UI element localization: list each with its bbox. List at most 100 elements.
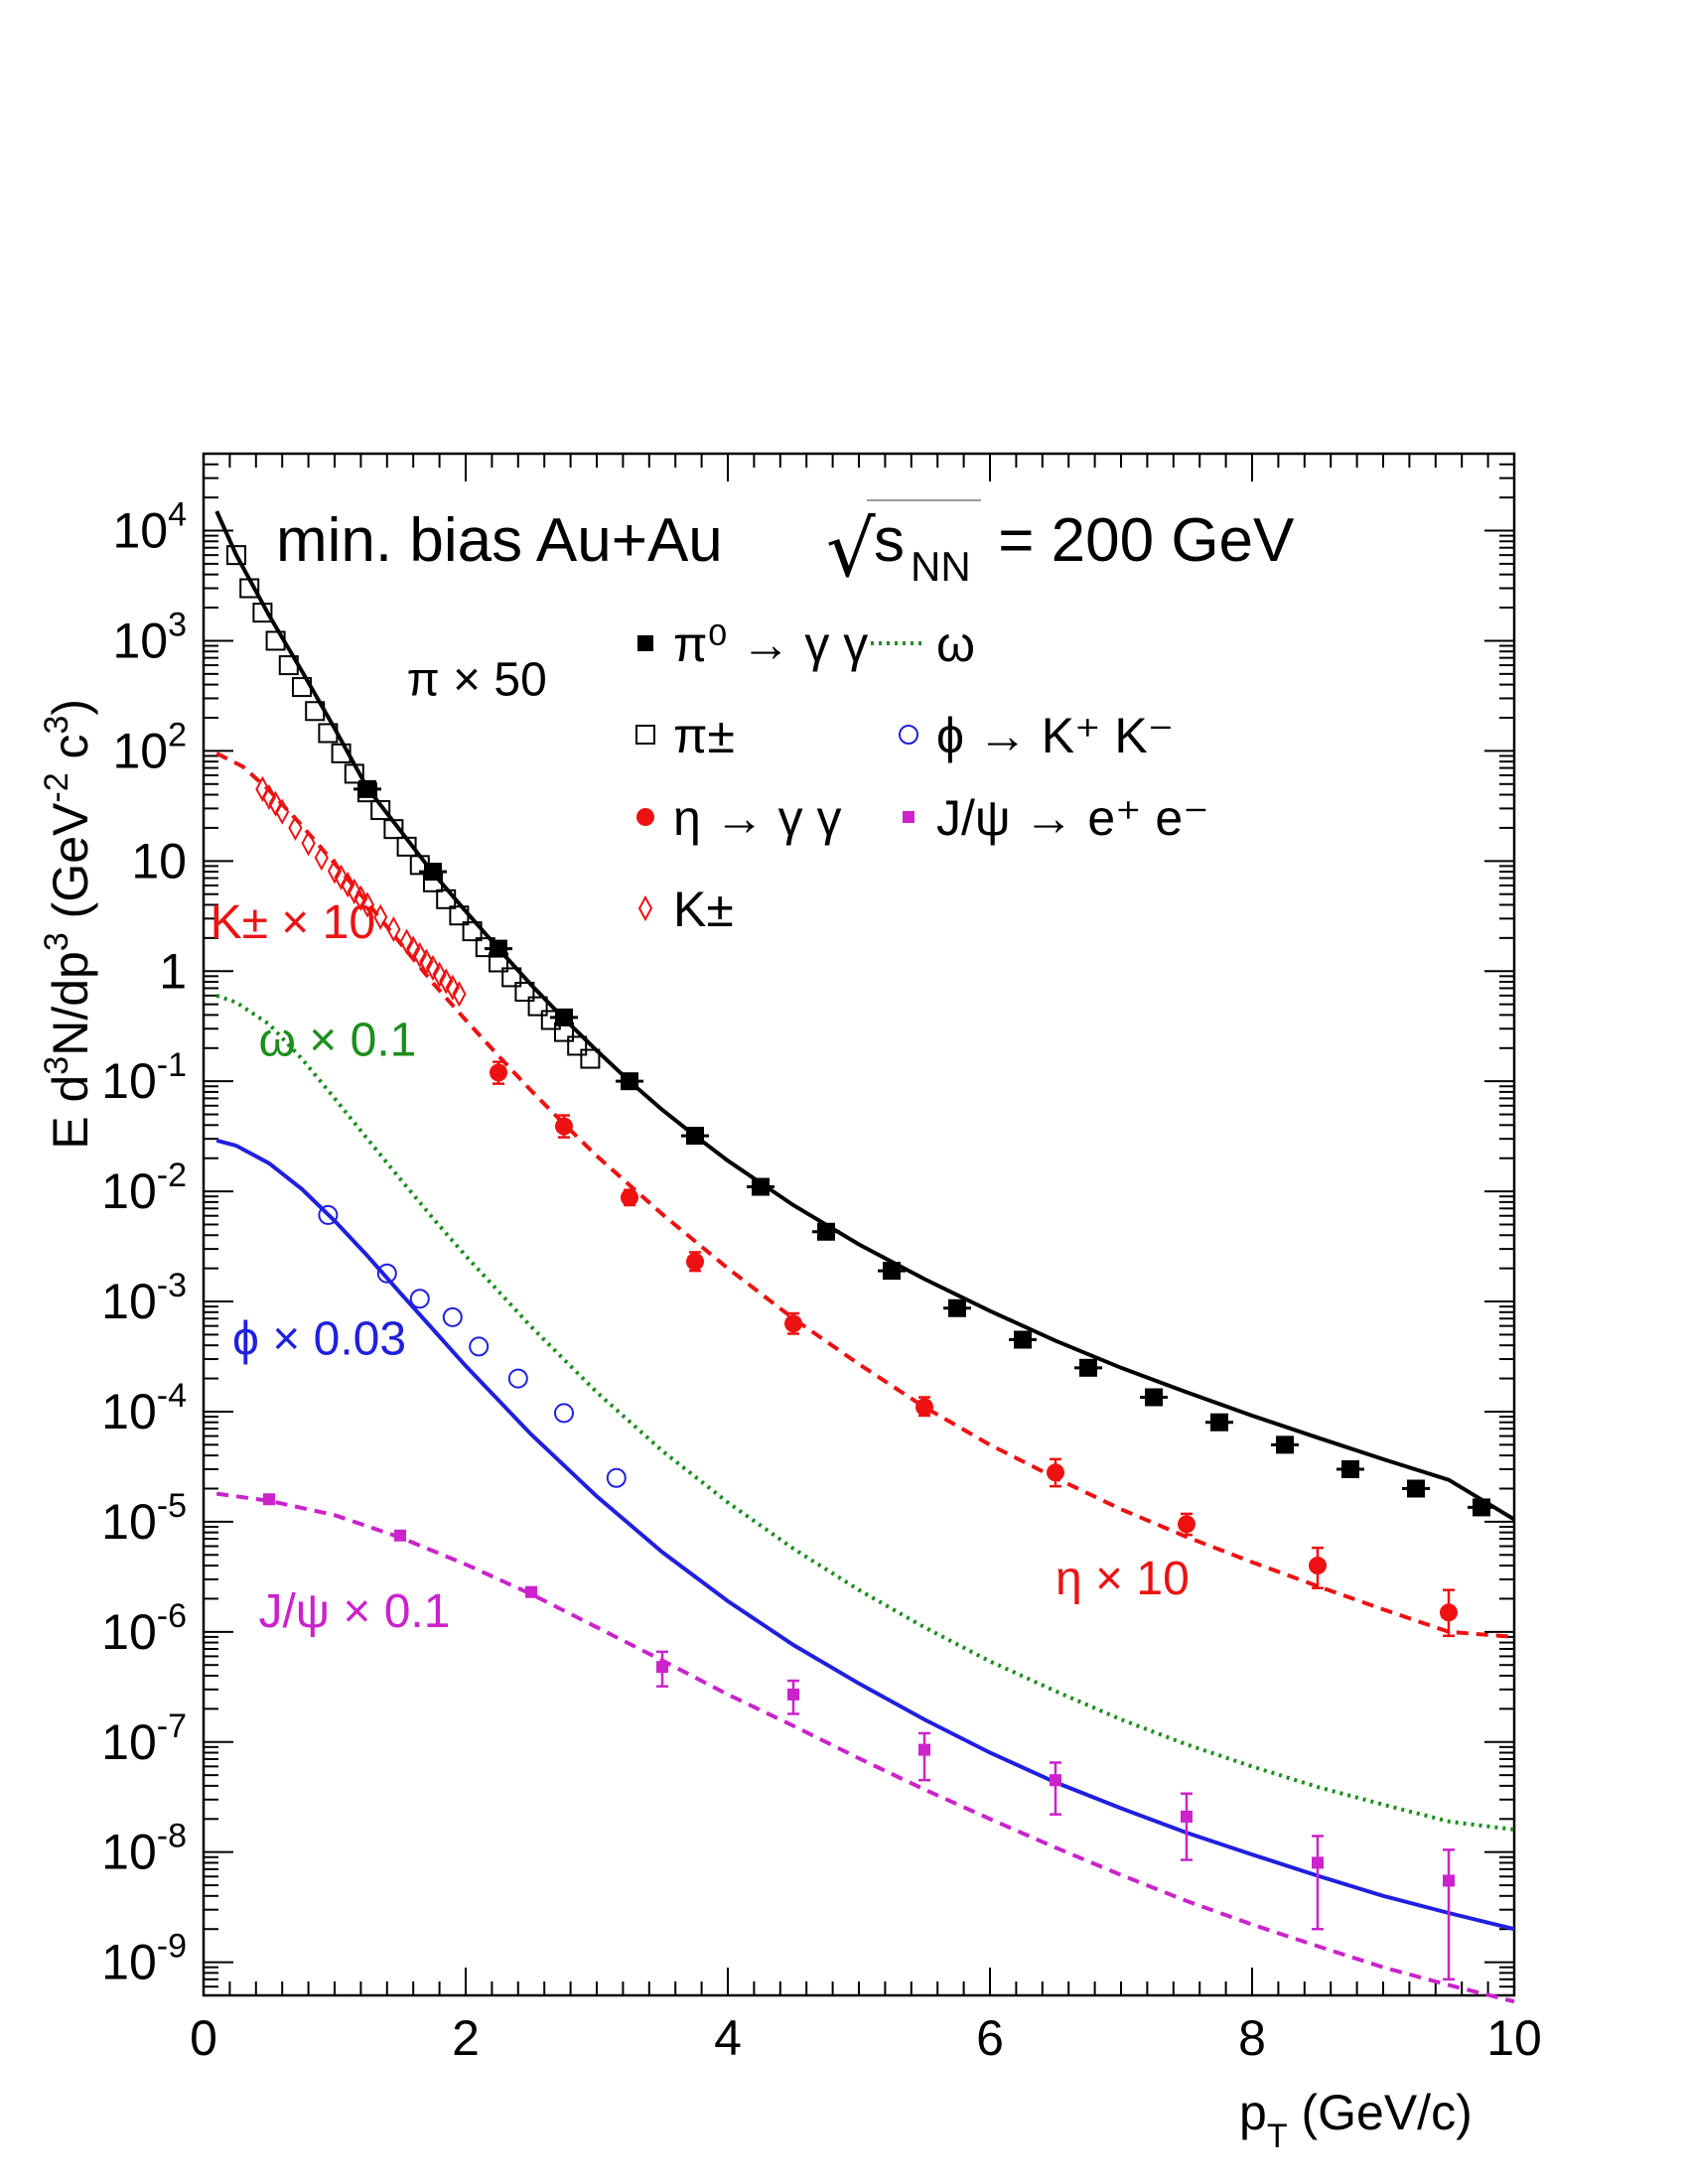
pipm-point [449,905,470,926]
pipm-point [580,1048,601,1069]
pipm-point [383,819,404,840]
kpm-point [359,891,375,918]
y-tick-labels: 10410310210110-110-210-310-410-510-610-7… [101,496,187,1990]
legend-label: η → γ γ [673,790,841,846]
legend-item-phi: ϕ → K⁺ K⁻ [899,708,1174,763]
kpm-point [412,941,427,969]
x-tick-label: 8 [1238,2010,1266,2066]
y-tick-label: 10-3 [101,1267,187,1329]
eta-scale: η × 10 [1055,1553,1190,1605]
kpm-point [327,858,343,885]
pipm-point [239,578,260,599]
x-tick-label: 2 [452,2010,480,2066]
kpm-point [314,844,329,872]
legend-item-pi0: π⁰ → γ γ [637,616,868,672]
legend-item-pipm: π± [635,708,735,763]
pipm-point [226,545,246,566]
pipm-point [489,952,508,973]
legend-label: ϕ → K⁺ K⁻ [936,708,1174,763]
omega-scale: ω × 0.1 [258,1015,416,1067]
x-tick-label: 6 [976,2010,1004,2066]
kpm-point [452,981,467,1008]
pipm-point [527,996,548,1017]
y-tick-label: 10-8 [101,1818,187,1880]
eta-point [1440,1603,1458,1622]
y-tick-label: 103 [112,606,187,668]
y-tick-label: 104 [112,496,187,559]
energy-s: s [874,506,905,575]
phi-point [469,1336,490,1357]
pipm-point [501,967,522,988]
pipm-point [423,872,443,892]
jpsi-point [525,1585,537,1598]
phi-point [507,1368,528,1389]
legend-label: K± [673,882,734,937]
kpm-point [419,948,434,975]
pipm-point [396,836,417,857]
kpm-point [255,775,270,802]
ylabel-part-5: ) [43,699,98,716]
legend-swatch [903,811,914,823]
pipm-point [436,888,457,909]
y-tick-label: 10-2 [101,1157,187,1219]
kpm-point [301,830,316,857]
y-tick-label: 10-7 [101,1707,187,1770]
pipm-point [305,701,326,722]
jpsi-point [656,1661,668,1674]
pi-scale: π × 50 [407,653,547,706]
y-axis-label: E d3N/dp3 (GeV-2 c3) [38,629,98,1246]
pipm-point [344,763,364,784]
y-tick-label: 102 [112,716,187,778]
legend-label: π± [673,708,735,763]
energy-rest: = 200 GeV [981,506,1295,575]
pipm-point [278,655,299,676]
y-tick-label: 10-9 [101,1928,187,1990]
ylabel-sup-3: -2 [38,772,75,802]
pipm-point [514,982,535,1003]
pipm-point [318,723,339,744]
chart-title: min. bias Au+Au [276,506,723,575]
kpm-point [432,961,447,988]
jpsi-point [1312,1856,1324,1869]
sqrt-symbol: √ [826,505,876,595]
legend-swatch [636,808,654,826]
x-tick-label: 4 [714,2010,742,2066]
legend-item-omega: ω [871,616,975,672]
legend-label: ω [936,616,975,672]
points-layer [226,545,1495,1981]
pipm-point [475,937,495,958]
ylabel-part-3: (GeV [43,802,98,932]
ylabel-sup-4: 3 [38,716,75,735]
pipm-point [331,743,352,763]
eta-point [1047,1463,1064,1482]
energy-sub: NN [911,543,971,590]
phi-point [409,1289,430,1309]
phi-curve [215,1138,1515,1932]
kpm-point [439,968,454,995]
phi-point [376,1263,397,1284]
jpsi-scale: J/ψ × 0.1 [258,1585,450,1638]
legend-swatch [637,635,653,651]
y-tick-label: 1 [159,943,187,999]
kpm-point [347,878,361,904]
legend-item-jpsi: J/ψ → e⁺ e⁻ [903,790,1209,846]
jpsi-point [918,1743,930,1756]
pipm-point [252,603,273,623]
kpm-point [425,954,441,982]
y-tick-label: 10-6 [101,1597,187,1660]
phi-point [318,1204,339,1225]
pi-fit [214,510,1516,1522]
legend-swatch [899,725,918,745]
phi-scale: ϕ × 0.03 [232,1312,406,1365]
pipm-point [357,782,377,803]
jpsi-point [1050,1774,1061,1787]
eta-point [915,1398,933,1417]
phi-point [606,1467,627,1488]
eta-point [1309,1557,1327,1575]
k-scale: K± × 10 [211,896,375,949]
svg-text:E d3N/dp3 (GeV-2 c3): E d3N/dp3 (GeV-2 c3) [38,629,98,1246]
y-tick-label: 10-5 [101,1487,187,1550]
legend: π⁰ → γ γ ω π± ϕ → K⁺ K⁻ η → γ γ J/ψ → e⁺ e⁻ K± [635,616,1209,937]
pipm-point [567,1035,588,1056]
curves-layer [214,510,1516,2004]
